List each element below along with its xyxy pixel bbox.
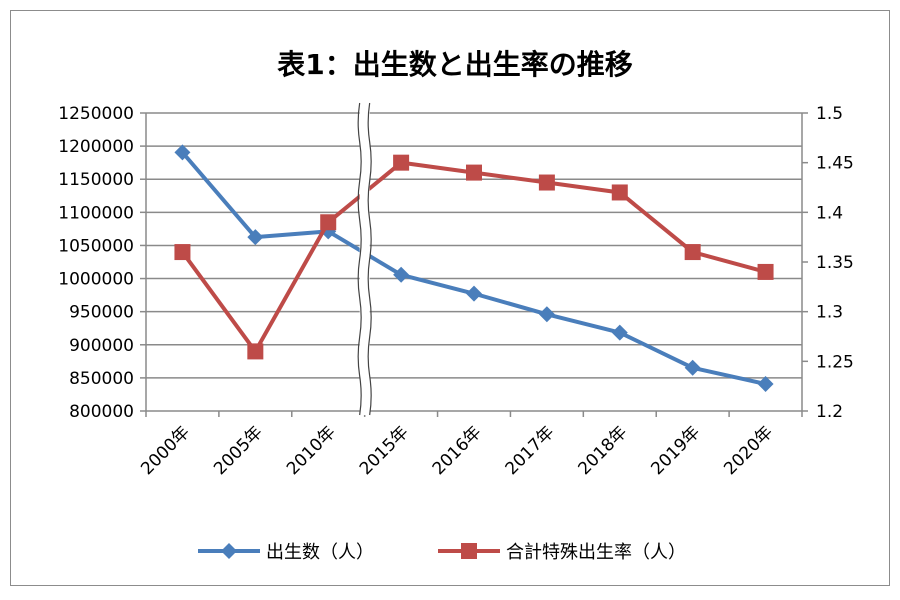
x-axis: 2000年 2005年 2010年 2015年 2016年 2017年 2018年 2019年… [137,422,777,479]
y-left-tick-label: 1250000 [58,104,134,124]
x-tick-label: 2017年 [502,422,559,479]
series-line-2 [180,160,767,354]
data-point-diamond [757,375,774,392]
data-point-diamond [684,359,701,376]
legend-marker-diamond [221,543,237,559]
chart-frame [10,10,890,586]
y-axis-left: 800000 850000 900000 950000 1000000 1050000 11… [58,104,134,422]
data-point-square [320,214,337,231]
data-point-square [466,164,482,181]
y-axis-right: 1.2 1.25 1.3 1.35 1.4 1.45 1.5 [816,104,854,422]
data-point-square [393,154,410,171]
data-point-diamond [611,324,628,341]
x-tick-label: 2018年 [575,422,632,479]
y-right-tick-label: 1.3 [816,303,843,323]
data-point-diamond [466,285,482,302]
series-line-1 [180,151,766,386]
legend-marker-square [461,543,477,559]
data-point-square [684,244,701,261]
x-tick-label: 2015年 [356,422,413,479]
series-layer [174,144,774,392]
x-tick-label: 2019年 [647,422,704,479]
chart-title: 表1：出生数と出生率の推移 [277,48,632,81]
legend-label-1: 出生数（人） [266,542,374,563]
data-point-square [611,184,628,201]
axis-break [357,102,372,416]
data-point-diamond [174,144,191,161]
legend-label-2: 合計特殊出生率（人） [506,542,686,563]
data-point-square [757,263,774,280]
axis-break-edge [367,102,372,416]
data-point-diamond [538,306,555,323]
data-point-square [174,244,191,261]
x-tick-label: 2005年 [210,422,267,479]
y-left-tick-label: 1000000 [58,270,134,290]
x-tick-label: 2010年 [283,422,340,479]
data-point-diamond [393,266,410,283]
axis-break-gap [359,103,370,415]
y-right-tick-label: 1.4 [816,203,843,223]
y-right-tick-label: 1.2 [816,402,843,422]
data-point-square [247,343,264,360]
y-right-tick-label: 1.25 [816,352,854,372]
y-left-tick-label: 800000 [69,402,134,422]
y-left-tick-label: 850000 [69,369,134,389]
y-right-tick-label: 1.45 [816,154,854,174]
legend: 出生数（人） 合計特殊出生率（人） [198,542,686,563]
y-right-tick-label: 1.35 [816,253,854,273]
x-tick-label: 2020年 [720,422,777,479]
x-tick-label: 2000年 [137,422,194,479]
y-left-tick-label: 1150000 [58,170,134,190]
y-left-tick-label: 900000 [69,336,134,356]
data-point-diamond [247,229,264,246]
axis-break-edge [357,102,362,416]
data-point-square [538,174,555,191]
y-left-tick-label: 1050000 [58,236,134,256]
y-left-tick-label: 1100000 [58,203,134,223]
y-left-tick-label: 950000 [69,303,134,323]
y-left-tick-label: 1200000 [58,137,134,157]
y-right-tick-label: 1.5 [816,104,843,124]
x-tick-label: 2016年 [429,422,486,479]
